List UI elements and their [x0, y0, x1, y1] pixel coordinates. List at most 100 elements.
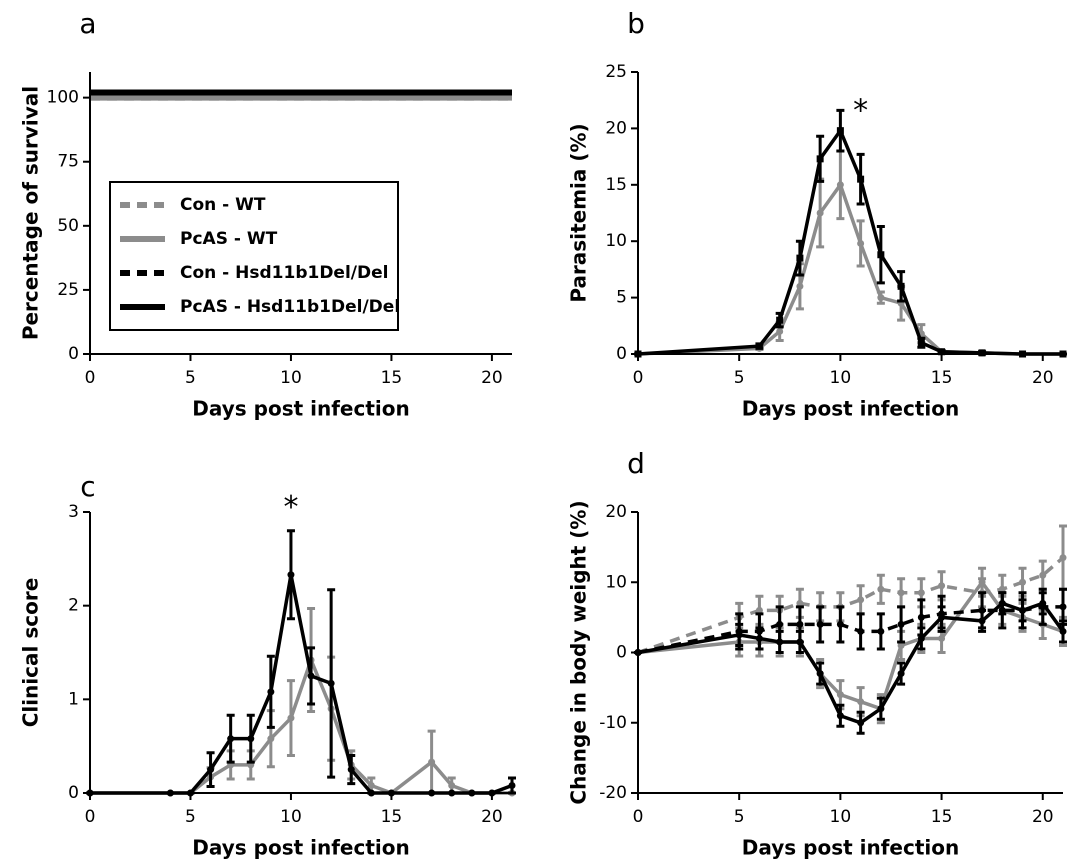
series-line [637, 127, 1063, 356]
x-tick-label: 10 [830, 807, 852, 827]
x-tick-label: 0 [633, 368, 644, 388]
marker [836, 181, 844, 189]
marker [897, 620, 905, 628]
marker [998, 599, 1006, 607]
series-line [637, 181, 1063, 356]
x-axis-label: Days post infection [742, 836, 959, 860]
y-tick-label: 100 [47, 88, 79, 108]
marker [938, 348, 946, 356]
x-tick-label: 5 [185, 368, 196, 388]
marker [978, 349, 986, 357]
y-axis-label: Percentage of survival [19, 86, 43, 340]
marker [1059, 603, 1067, 611]
marker [877, 705, 885, 713]
marker [1019, 578, 1027, 586]
x-tick-label: 15 [381, 368, 403, 388]
marker [755, 606, 763, 614]
y-tick-label: 10 [605, 231, 627, 251]
marker [227, 735, 235, 743]
x-tick-label: 5 [185, 807, 196, 827]
x-tick-label: 15 [931, 807, 953, 827]
y-tick-label: 75 [57, 152, 79, 172]
marker [287, 714, 295, 722]
marker [836, 691, 844, 699]
marker [897, 641, 905, 649]
marker [796, 254, 804, 262]
legend-label: Con - WT [180, 195, 266, 215]
marker [816, 620, 824, 628]
panel-letter: a [79, 7, 96, 40]
marker [1039, 599, 1047, 607]
marker [978, 617, 986, 625]
marker [938, 613, 946, 621]
marker [1039, 571, 1047, 579]
x-tick-label: 10 [280, 368, 302, 388]
marker [367, 782, 375, 790]
y-tick-label: -20 [599, 783, 627, 803]
marker [776, 327, 784, 335]
marker [897, 282, 905, 290]
x-axis-label: Days post infection [192, 397, 409, 421]
panel-letter: c [80, 470, 95, 503]
marker [836, 127, 844, 135]
marker [247, 735, 255, 743]
marker [755, 634, 763, 642]
marker [857, 719, 865, 727]
y-tick-label: 20 [605, 118, 627, 138]
marker [998, 585, 1006, 593]
marker [796, 282, 804, 290]
marker [1059, 554, 1067, 562]
marker [836, 620, 844, 628]
marker [1059, 627, 1067, 635]
marker [877, 627, 885, 635]
x-tick-label: 20 [481, 368, 503, 388]
y-tick-label: 0 [68, 344, 79, 364]
panel-letter: d [627, 447, 645, 480]
marker [877, 294, 885, 302]
panel-letter: b [627, 7, 645, 40]
legend-label: PcAS - WT [180, 229, 278, 249]
annotation: * [283, 490, 298, 525]
y-tick-label: 25 [57, 280, 79, 300]
marker [857, 596, 865, 604]
y-tick-label: 0 [68, 783, 79, 803]
x-tick-label: 15 [381, 807, 403, 827]
y-tick-label: 25 [605, 62, 627, 82]
y-tick-label: 10 [605, 572, 627, 592]
marker [836, 712, 844, 720]
marker [816, 155, 824, 163]
marker [796, 599, 804, 607]
marker [816, 670, 824, 678]
y-tick-label: 3 [68, 502, 79, 522]
y-tick-label: 5 [616, 288, 627, 308]
marker [776, 620, 784, 628]
marker [428, 758, 436, 766]
x-tick-label: 15 [931, 368, 953, 388]
marker [877, 251, 885, 259]
y-axis-label: Parasitemia (%) [567, 123, 591, 302]
marker [327, 679, 335, 687]
marker [857, 239, 865, 247]
marker [448, 782, 456, 790]
marker [897, 670, 905, 678]
x-tick-label: 0 [633, 807, 644, 827]
y-tick-label: 1 [68, 689, 79, 709]
marker [796, 638, 804, 646]
legend-label: Con - Hsd11b1Del/Del [180, 263, 388, 283]
y-tick-label: 2 [68, 596, 79, 616]
marker [857, 627, 865, 635]
marker [796, 620, 804, 628]
x-tick-label: 0 [85, 807, 96, 827]
marker [917, 339, 925, 347]
x-tick-label: 20 [1032, 807, 1054, 827]
marker [816, 209, 824, 217]
y-tick-label: 20 [605, 502, 627, 522]
marker [938, 582, 946, 590]
marker [978, 578, 986, 586]
x-axis-label: Days post infection [192, 836, 409, 860]
marker [267, 688, 275, 696]
x-tick-label: 20 [1032, 368, 1054, 388]
marker [776, 638, 784, 646]
marker [897, 589, 905, 597]
